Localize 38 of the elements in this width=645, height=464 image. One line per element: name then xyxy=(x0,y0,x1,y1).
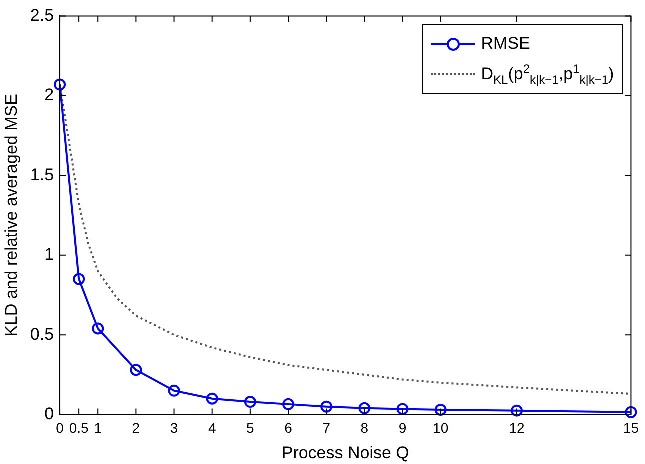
y-tick-label: 1.5 xyxy=(30,165,54,184)
text: D$_{KL}$(p$^{2}$$_{k|k−1}$,p$^{1}$$_{k|k−1}$) xyxy=(481,62,614,87)
x-tick-label: 4 xyxy=(208,420,216,436)
y-tick-label: 0 xyxy=(44,404,54,424)
y-tick-label: 1 xyxy=(44,245,54,264)
point xyxy=(396,403,409,416)
legend-label: RMSE xyxy=(481,34,530,54)
point xyxy=(625,406,638,418)
point xyxy=(434,404,447,416)
y-tick-label: 2.5 xyxy=(30,6,54,25)
point xyxy=(92,322,104,335)
x-tick-label: 12 xyxy=(509,420,525,436)
point xyxy=(73,273,86,286)
x-tick-label: 8 xyxy=(360,420,369,436)
x-tick-label: 0 xyxy=(56,420,64,436)
y-tick-label: 2 xyxy=(44,86,54,105)
point xyxy=(130,364,142,376)
x-tick-label: 15 xyxy=(623,420,640,436)
x-tick-label: 5 xyxy=(246,420,255,436)
point xyxy=(168,384,180,397)
point xyxy=(282,398,295,410)
x-tick-label: 1 xyxy=(94,420,102,436)
x-tick-label: 9 xyxy=(398,420,407,436)
point xyxy=(358,402,371,414)
x-tick-label: 0.5 xyxy=(69,420,90,436)
point xyxy=(244,396,256,408)
point xyxy=(206,392,218,405)
x-tick-label: 6 xyxy=(284,420,293,436)
x-tick-label: 7 xyxy=(322,420,331,436)
point xyxy=(510,404,523,417)
y-axis-title: KLD and relative averaged MSE xyxy=(2,94,21,337)
point xyxy=(320,400,333,413)
x-tick-label: 3 xyxy=(170,420,178,436)
x-tick-label: 2 xyxy=(132,420,140,436)
point xyxy=(54,78,66,91)
y-tick-label: 0.5 xyxy=(30,324,54,344)
x-tick-label: 10 xyxy=(433,420,449,436)
x-axis-title: Process Noise Q xyxy=(282,443,410,462)
